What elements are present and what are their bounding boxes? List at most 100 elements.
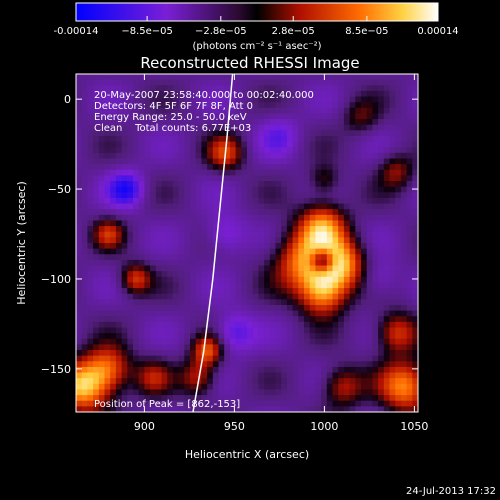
heatmap-cell [286, 197, 294, 205]
heatmap-cell [150, 231, 157, 238]
heatmap-cell [355, 333, 362, 340]
heatmap-cell [304, 226, 311, 233]
heatmap-cell [412, 254, 418, 261]
heatmap-cell [286, 220, 294, 227]
heatmap-cell [121, 378, 128, 385]
heatmap-cell [161, 333, 168, 340]
heatmap-cell [190, 169, 197, 176]
heatmap-cell [93, 282, 100, 289]
heatmap-cell [332, 152, 339, 160]
heatmap-cell [309, 220, 316, 227]
heatmap-cell [315, 288, 322, 295]
heatmap-cell [121, 372, 128, 379]
heatmap-cell [121, 321, 128, 329]
heatmap-cell [383, 186, 391, 193]
heatmap-cell [195, 327, 202, 334]
heatmap-cell [286, 293, 294, 300]
heatmap-cell [326, 141, 334, 148]
heatmap-cell [121, 169, 128, 176]
heatmap-cell [269, 203, 277, 210]
heatmap-cell [258, 344, 265, 351]
heatmap-cell [264, 333, 271, 340]
heatmap-cell [264, 271, 271, 278]
heatmap-cell [298, 164, 305, 171]
heatmap-cell [218, 164, 225, 171]
heatmap-cell [378, 79, 385, 86]
heatmap-cell [355, 96, 362, 103]
heatmap-cell [264, 220, 271, 227]
heatmap-cell [315, 321, 322, 329]
heatmap-cell [298, 276, 305, 284]
heatmap-cell [155, 203, 163, 210]
heatmap-cell [395, 96, 402, 103]
heatmap-cell [264, 276, 271, 284]
heatmap-cell [355, 243, 362, 250]
heatmap-cell [298, 243, 305, 250]
heatmap-cell [361, 152, 368, 160]
heatmap-cell [138, 90, 145, 98]
heatmap-cell [229, 141, 237, 148]
heatmap-cell [144, 316, 151, 323]
heatmap-cell [161, 400, 168, 407]
heatmap-cell [150, 254, 157, 261]
heatmap-cell [150, 175, 157, 182]
heatmap-cell [207, 96, 214, 103]
heatmap-cell [76, 237, 83, 244]
heatmap-cell [87, 333, 94, 340]
heatmap-cell [258, 124, 265, 131]
heatmap-cell [247, 152, 254, 160]
heatmap-cell [292, 175, 299, 182]
heatmap-cell [264, 395, 271, 402]
heatmap-cell [395, 141, 402, 148]
heatmap-cell [372, 107, 379, 115]
heatmap-cell [138, 102, 145, 109]
heatmap-cell [275, 378, 282, 385]
heatmap-cell [127, 119, 134, 126]
heatmap-cell [389, 74, 396, 81]
heatmap-cell [87, 203, 94, 210]
heatmap-cell [150, 355, 157, 362]
heatmap-cell [93, 135, 100, 143]
heatmap-cell [87, 124, 94, 131]
heatmap-cell [184, 316, 191, 323]
heatmap [76, 74, 418, 412]
heatmap-cell [366, 338, 373, 345]
heatmap-cell [172, 366, 180, 374]
heatmap-cell [321, 389, 328, 396]
heatmap-cell [269, 389, 277, 396]
heatmap-cell [349, 175, 356, 182]
heatmap-cell [395, 85, 402, 92]
heatmap-cell [150, 366, 157, 374]
heatmap-cell [366, 231, 373, 238]
heatmap-cell [349, 400, 356, 407]
heatmap-cell [155, 214, 163, 222]
heatmap-cell [321, 169, 328, 176]
heatmap-cell [87, 282, 94, 289]
heatmap-cell [338, 226, 345, 233]
heatmap-cell [229, 383, 237, 391]
heatmap-cell [138, 203, 145, 210]
heatmap-cell [366, 175, 373, 182]
heatmap-cell [150, 135, 157, 143]
heatmap-cell [76, 119, 83, 126]
heatmap-cell [378, 395, 385, 402]
heatmap-cell [127, 226, 134, 233]
heatmap-cell [93, 271, 100, 278]
heatmap-cell [184, 248, 191, 255]
heatmap-cell [81, 310, 88, 317]
heatmap-cell [195, 304, 202, 312]
heatmap-cell [161, 344, 168, 351]
heatmap-cell [286, 350, 294, 357]
heatmap-cell [343, 74, 351, 81]
heatmap-cell [383, 74, 391, 81]
heatmap-cell [366, 344, 373, 351]
heatmap-cell [309, 85, 316, 92]
heatmap-cell [121, 254, 128, 261]
heatmap-cell [229, 119, 237, 126]
heatmap-cell [178, 400, 185, 407]
heatmap-cell [161, 147, 168, 154]
heatmap-cell [269, 259, 277, 267]
heatmap-cell [115, 175, 123, 182]
heatmap-cell [229, 276, 237, 284]
heatmap-cell [281, 271, 288, 278]
